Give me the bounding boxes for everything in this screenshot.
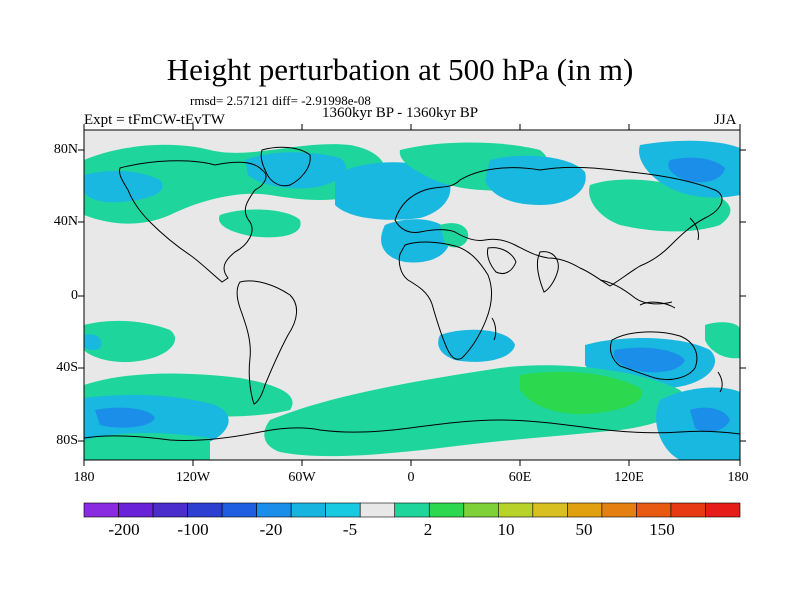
map-frame (83, 129, 741, 461)
period-label: 1360kyr BP - 1360kyr BP (322, 105, 479, 121)
contour-region (84, 334, 102, 351)
lat-label: 80S (56, 433, 78, 448)
coastline (236, 280, 297, 405)
contour-region (84, 433, 210, 460)
colorbar-label: -5 (342, 520, 358, 539)
contour-region (438, 329, 515, 362)
lat-label: 40N (53, 214, 78, 229)
coastline (398, 241, 493, 360)
experiment-label: Expt = tFmCW-tEvTW (84, 112, 225, 128)
coastline (84, 419, 740, 442)
colorbar-swatch (567, 502, 603, 518)
colorbar-swatch (325, 502, 361, 518)
colorbar-swatch (670, 502, 706, 518)
colorbar-label: -200 (108, 520, 140, 539)
colorbar-swatch (290, 502, 326, 518)
colorbar-swatch (601, 502, 637, 518)
lon-label: 180 (73, 470, 95, 485)
axis-ticks (78, 124, 746, 466)
colorbar-label: -100 (177, 520, 209, 539)
contour-region (219, 209, 301, 238)
contour-region (95, 407, 155, 428)
lat-label: 0 (71, 288, 78, 303)
colorbar-swatch (256, 502, 292, 518)
coastline (717, 371, 723, 393)
coastline (609, 331, 698, 381)
lon-label: 60E (508, 470, 532, 485)
colorbar-swatch (428, 502, 465, 518)
lon-label: 120W (175, 470, 211, 485)
lon-label: 180 (727, 470, 749, 485)
contour-region (613, 347, 685, 373)
contour-region (690, 407, 730, 432)
colorbar-swatch (187, 502, 223, 518)
lon-label: 120E (614, 470, 644, 485)
coastlines (84, 146, 740, 442)
lon-label: 60W (288, 470, 316, 485)
stats-text: rmsd= 2.57121 diff= -2.91998e-08 (190, 93, 371, 108)
coastline (537, 251, 559, 293)
chart-title: Height perturbation at 500 hPa (in m) (166, 52, 634, 87)
colorbar-label: -20 (259, 520, 283, 539)
contour-region (335, 162, 451, 220)
colorbar-swatch (83, 502, 119, 518)
colorbar-label: 50 (575, 520, 593, 539)
coastline (119, 160, 267, 283)
colorbar-swatch (705, 502, 741, 518)
season-label: JJA (714, 112, 737, 128)
colorbar-swatch (498, 502, 534, 518)
lat-label: 80N (53, 142, 78, 157)
colorbar-swatch (221, 502, 257, 518)
colorbar-swatch (152, 502, 188, 518)
colorbar-label: 10 (497, 520, 515, 539)
colorbar-label: 150 (649, 520, 675, 539)
coastline (487, 247, 517, 275)
colorbar-swatch (118, 502, 154, 518)
contour-region (705, 322, 740, 359)
lon-label: 0 (407, 470, 415, 485)
contour-region (440, 223, 469, 248)
contour-region (668, 157, 725, 183)
colorbar-swatch (532, 502, 568, 518)
colorbar-swatch (463, 502, 499, 518)
coastline (491, 317, 497, 341)
coastline (599, 279, 673, 305)
colorbar (83, 502, 741, 518)
coastline (394, 166, 723, 287)
contour-region (84, 170, 163, 203)
lat-label: 40S (56, 360, 78, 375)
contour-region (520, 371, 642, 415)
contour-region (84, 320, 176, 363)
coastline (639, 301, 676, 309)
coastline (689, 217, 699, 241)
coastline (260, 146, 311, 187)
colorbar-swatch (359, 502, 396, 518)
colorbar-swatch (394, 502, 430, 518)
colorbar-swatch (636, 502, 672, 518)
colorbar-label: 2 (423, 520, 433, 539)
